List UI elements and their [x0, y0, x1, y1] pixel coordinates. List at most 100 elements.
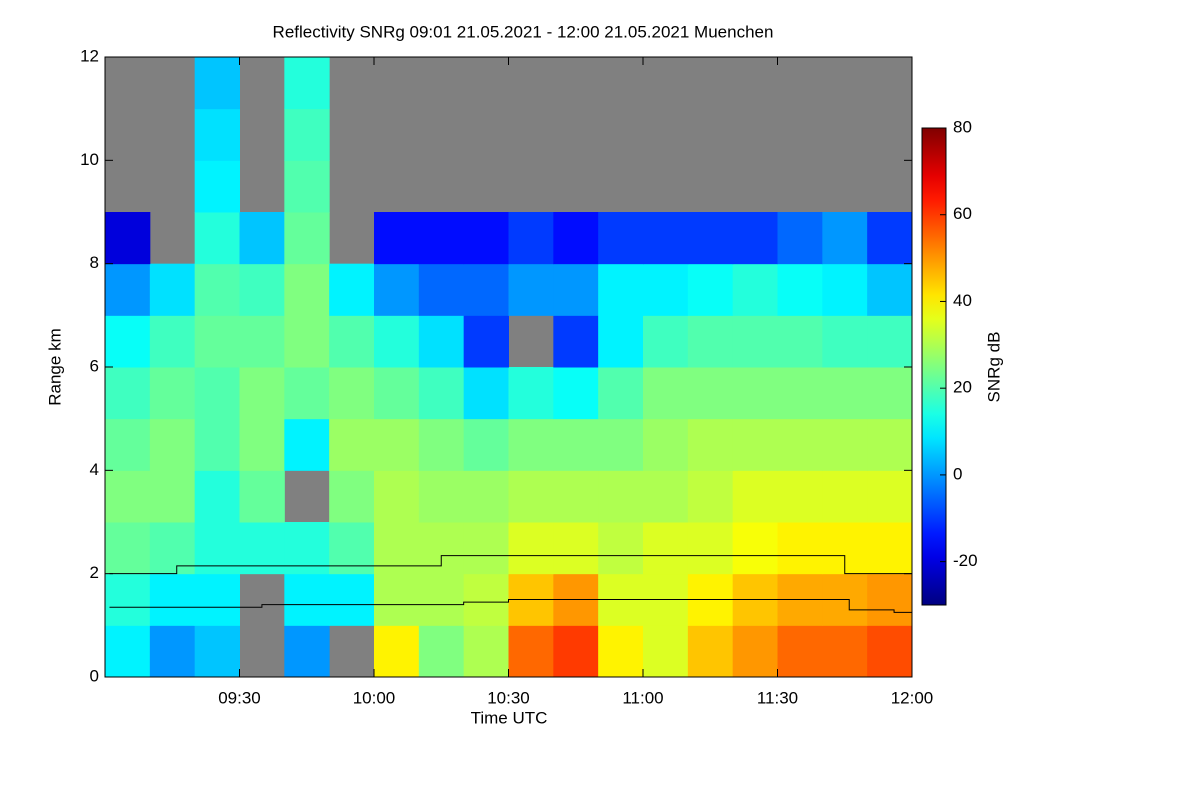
heatmap-cell [284, 160, 330, 213]
heatmap-cell [284, 625, 330, 678]
heatmap-cell [732, 470, 778, 523]
heatmap-cell [867, 573, 913, 626]
heatmap-cell [508, 625, 554, 678]
heatmap-cell [284, 108, 330, 161]
heatmap-cell [687, 367, 734, 420]
heatmap-cell [687, 315, 734, 368]
heatmap-cell [329, 418, 375, 471]
heatmap-cell [105, 470, 151, 523]
heatmap-cell [239, 367, 285, 420]
heatmap-cell [643, 522, 689, 575]
heatmap-cell [598, 212, 644, 265]
heatmap-cell [149, 418, 196, 471]
heatmap-cell [687, 470, 734, 523]
heatmap-cell [732, 315, 778, 368]
heatmap-cell [105, 263, 151, 316]
heatmap-cell [598, 418, 644, 471]
x-tick-label: 10:30 [487, 688, 530, 707]
heatmap-cell [508, 470, 554, 523]
heatmap-cell [822, 367, 868, 420]
heatmap-cell [463, 367, 509, 420]
heatmap-cell [553, 470, 599, 523]
heatmap-cell [777, 315, 823, 368]
heatmap-cell [284, 367, 330, 420]
x-tick-label: 11:30 [757, 688, 798, 707]
heatmap-cell [149, 470, 196, 523]
heatmap-cell [284, 263, 330, 316]
heatmap-cell [194, 367, 240, 420]
heatmap-cell [329, 315, 375, 368]
heatmap-cell [553, 212, 599, 265]
heatmap-cell [284, 57, 330, 110]
heatmap-cell [239, 315, 285, 368]
heatmap-cell [777, 470, 823, 523]
heatmap-cell [553, 367, 599, 420]
heatmap-cell [463, 625, 509, 678]
heatmap-cell [329, 573, 375, 626]
heatmap-cell [822, 315, 868, 368]
heatmap-cell [418, 470, 465, 523]
heatmap-cell [374, 315, 420, 368]
heatmap-cell [418, 625, 465, 678]
heatmap-cell [194, 573, 240, 626]
boundary-line [109, 599, 912, 613]
heatmap-cell [822, 470, 868, 523]
heatmap-cell [194, 315, 240, 368]
heatmap-cell [105, 418, 151, 471]
y-tick-label: 10 [80, 150, 99, 169]
colorbar-tick-label: 40 [953, 291, 972, 310]
heatmap-cell [149, 263, 196, 316]
heatmap-cell [418, 418, 465, 471]
colorbar [921, 127, 947, 606]
heatmap-cell [867, 625, 913, 678]
heatmap-cell [777, 418, 823, 471]
x-tick-label: 11:00 [622, 688, 663, 707]
heatmap-cell [149, 367, 196, 420]
y-tick-label: 0 [90, 666, 99, 685]
heatmap-cell [284, 573, 330, 626]
boundary-line [109, 555, 912, 575]
heatmap-cell [687, 625, 734, 678]
heatmap-cell [598, 263, 644, 316]
heatmap-cell [463, 315, 509, 368]
heatmap-cell [149, 625, 196, 678]
heatmap-cell [598, 625, 644, 678]
heatmap-cell [194, 160, 240, 213]
heatmap-cell [508, 522, 554, 575]
heatmap-cell [687, 212, 734, 265]
heatmap-cell [822, 263, 868, 316]
heatmap-cell [643, 625, 689, 678]
heatmap-cell [463, 212, 509, 265]
heatmap-cell [867, 263, 913, 316]
heatmap-cell [822, 625, 868, 678]
heatmap-cell [732, 367, 778, 420]
y-tick-label: 2 [90, 563, 99, 582]
heatmap-cell [553, 315, 599, 368]
heatmap-cell [194, 263, 240, 316]
x-tick-label: 09:30 [218, 688, 261, 707]
heatmap-cell [777, 522, 823, 575]
heatmap-cell [194, 625, 240, 678]
heatmap-cell [329, 263, 375, 316]
heatmap-cell [687, 522, 734, 575]
x-tick-label: 12:00 [891, 688, 934, 707]
heatmap-cell [867, 418, 913, 471]
heatmap-cell [463, 418, 509, 471]
heatmap-cell [374, 418, 420, 471]
heatmap-cell [643, 315, 689, 368]
heatmap-cell [194, 212, 240, 265]
heatmap-cell [553, 263, 599, 316]
heatmap-cell [643, 263, 689, 316]
heatmap-cell [239, 470, 285, 523]
heatmap-cell [867, 367, 913, 420]
heatmap-cell [643, 212, 689, 265]
heatmap-cell [239, 212, 285, 265]
heatmap-cell [194, 57, 240, 110]
colorbar-tick-label: 80 [953, 117, 972, 136]
heatmap-cell [105, 212, 151, 265]
heatmap-cell [598, 367, 644, 420]
heatmap-cell [643, 470, 689, 523]
heatmap-cell [374, 263, 420, 316]
heatmap-cell [105, 367, 151, 420]
y-tick-label: 6 [90, 356, 99, 375]
